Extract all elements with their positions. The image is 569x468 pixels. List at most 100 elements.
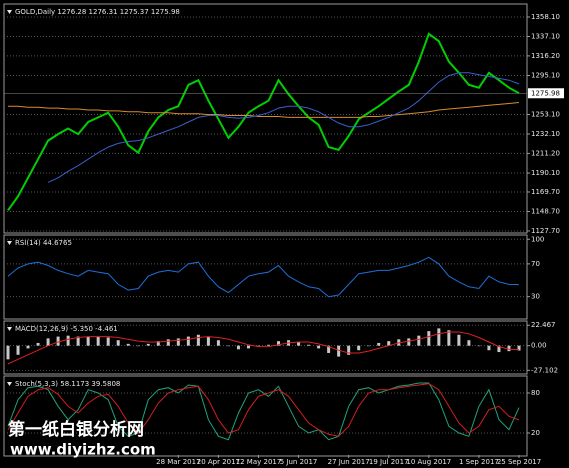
y-tick-label: 80 — [531, 389, 540, 397]
histogram-bar — [16, 345, 20, 355]
histogram-bar — [86, 336, 90, 346]
histogram-bar — [347, 345, 351, 355]
x-tick-label: 19 Jul 2017 — [369, 458, 409, 466]
stoch-panel — [3, 375, 528, 457]
y-tick-label: 1295.10 — [531, 71, 560, 79]
histogram-bar — [166, 339, 170, 346]
y-tick-label: 1316.20 — [531, 52, 560, 60]
histogram-bar — [116, 340, 120, 346]
y-tick-label: 0.00 — [531, 342, 547, 350]
histogram-bar — [497, 345, 501, 353]
histogram-bar — [156, 341, 160, 346]
y-tick-label: 1190.10 — [531, 169, 560, 177]
histogram-bar — [337, 345, 341, 357]
histogram-bar — [6, 345, 10, 360]
price-line — [7, 32, 520, 211]
histogram-bar — [206, 336, 210, 346]
last-price-label: 1275.98 — [531, 89, 560, 97]
panel-title: Stoch(5,3,3) 58.1173 39.5808 — [15, 380, 120, 388]
x-tick-label: 28 Mar 2017 — [156, 458, 200, 466]
histogram-bar — [317, 345, 321, 349]
x-tick-label: 20 Apr 2017 — [197, 458, 240, 466]
histogram-bar — [186, 336, 190, 346]
histogram-bar — [427, 331, 431, 346]
histogram-bar — [246, 345, 250, 349]
last-price-box — [528, 88, 564, 99]
histogram-bar — [437, 328, 441, 346]
histogram-bar — [327, 345, 331, 353]
x-tick-label: 25 Sep 2017 — [497, 458, 541, 466]
histogram-bar — [66, 335, 70, 346]
x-tick-label: 12 May 2017 — [236, 458, 282, 466]
indicator-line — [7, 331, 520, 365]
histogram-bar — [236, 345, 240, 350]
histogram-bar — [387, 341, 391, 346]
histogram-bar — [46, 338, 50, 346]
watermark-name: 第一纸白银分析网 — [8, 419, 144, 440]
histogram-bar — [507, 345, 511, 352]
indicator-line — [7, 256, 520, 298]
x-tick-label: 5 Jun 2017 — [280, 458, 318, 466]
y-tick-label: 100 — [531, 235, 544, 243]
x-tick-label: 1 Sep 2017 — [459, 458, 499, 466]
histogram-bar — [297, 342, 301, 346]
histogram-bar — [56, 336, 60, 346]
histogram-bar — [36, 342, 40, 346]
panel-title: GOLD,Daily 1276.28 1276.31 1275.37 1275.… — [15, 8, 180, 16]
histogram-bar — [96, 336, 100, 346]
y-tick-label: 1253.10 — [531, 111, 560, 119]
y-tick-label: 1127.70 — [531, 227, 560, 235]
histogram-bar — [487, 345, 491, 351]
histogram-bar — [176, 338, 180, 346]
histogram-bar — [136, 345, 140, 347]
rsi-panel — [3, 234, 528, 320]
y-tick-label: 30 — [531, 293, 540, 301]
y-tick-label: 1337.10 — [531, 32, 560, 40]
histogram-bar — [407, 338, 411, 346]
histogram-bar — [517, 345, 521, 351]
histogram-bar — [307, 344, 311, 346]
indicator-line — [7, 382, 520, 441]
histogram-bar — [146, 343, 150, 346]
histogram-bar — [357, 345, 361, 351]
x-tick-label: 27 Jun 2017 — [328, 458, 370, 466]
panel-title: MACD(12,26,9) -5.350 -4.461 — [15, 325, 118, 333]
title-marker — [7, 327, 12, 331]
title-marker — [7, 382, 12, 386]
y-tick-label: 1211.20 — [531, 149, 560, 157]
histogram-bar — [267, 344, 271, 346]
y-tick-label: -27.102 — [531, 366, 558, 374]
y-tick-label: 22.467 — [531, 321, 556, 329]
histogram-bar — [76, 336, 80, 346]
watermark-url: www.diyizhz.com — [10, 441, 156, 459]
histogram-bar — [377, 342, 381, 346]
y-tick-label: 1169.70 — [531, 188, 560, 196]
histogram-bar — [367, 345, 371, 347]
histogram-bar — [196, 334, 200, 346]
indicator-line — [8, 102, 520, 118]
histogram-bar — [226, 345, 230, 347]
histogram-bar — [106, 337, 110, 346]
histogram-bar — [126, 343, 130, 346]
y-tick-label: 70 — [531, 260, 540, 268]
x-tick-label: 10 Aug 2017 — [406, 458, 451, 466]
panel-title: RSI(14) 44.6765 — [15, 239, 72, 247]
histogram-bar — [447, 330, 451, 346]
price-panel — [3, 3, 528, 234]
histogram-bar — [417, 335, 421, 346]
indicator-line — [7, 383, 520, 437]
histogram-bar — [477, 345, 481, 347]
y-tick-label: 1148.70 — [531, 207, 560, 215]
title-marker — [7, 241, 12, 245]
y-tick-label: 1232.10 — [531, 130, 560, 138]
histogram-bar — [457, 334, 461, 346]
histogram-bar — [277, 341, 281, 346]
y-tick-label: 1358.10 — [531, 13, 560, 21]
indicator-line — [47, 72, 520, 183]
histogram-bar — [467, 340, 471, 346]
y-tick-label: 20 — [531, 429, 540, 437]
histogram-bar — [216, 340, 220, 346]
title-marker — [7, 10, 12, 14]
histogram-bar — [26, 345, 30, 349]
